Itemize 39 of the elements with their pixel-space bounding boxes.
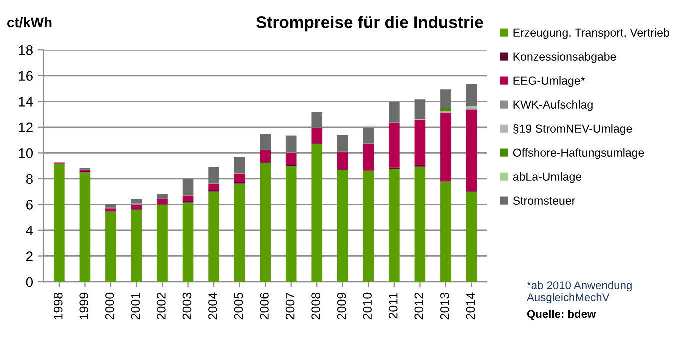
y-tick-label: 6 xyxy=(26,200,33,210)
legend-label: Erzeugung, Transport, Vertrieb xyxy=(514,28,670,40)
x-tick-label: 2001 xyxy=(131,293,140,320)
x-tick-label: 2007 xyxy=(286,293,295,320)
text: *ab 2010 Anwendung AusgleichMechV xyxy=(527,281,632,304)
legend-label: Stromsteuer xyxy=(513,196,576,205)
y-tick-label: 0 xyxy=(26,277,34,288)
x-tick-label: 2011 xyxy=(388,293,398,319)
x-tick-label: 2000 xyxy=(105,292,114,320)
chart-title: Strompreise für die Industrie xyxy=(256,16,484,32)
x-tick-label: 2008 xyxy=(312,292,320,320)
x-tick-label: 2003 xyxy=(182,292,192,320)
x-tick-label: 2004 xyxy=(208,292,218,320)
x-tick-label: 2006 xyxy=(260,292,269,320)
x-tick-label: 2010 xyxy=(363,292,372,320)
legend-label: abLa-Umlage xyxy=(513,172,582,184)
x-tick-label: 2009 xyxy=(337,293,346,320)
y-tick-label: 18 xyxy=(19,45,33,56)
legend-label: KWK-Aufschlag xyxy=(514,100,593,112)
y-tick-label: 14 xyxy=(19,97,34,107)
legend-label: EEG-Umlage* xyxy=(514,76,586,88)
source-note: Quelle: bdew xyxy=(527,310,596,320)
legend-label: Offshore-Haftungsumlage xyxy=(513,148,644,160)
x-tick-label: 1999 xyxy=(80,293,89,320)
legend-label: §19 StromNEV-Umlage xyxy=(514,124,632,136)
y-axis-title: ct/kWh xyxy=(8,17,52,28)
y-tick-label: 4 xyxy=(26,226,34,236)
y-tick-label: 10 xyxy=(19,148,34,158)
y-tick-label: 8 xyxy=(26,174,33,184)
x-tick-label: 2012 xyxy=(414,293,424,320)
legend-label: Konzessionsabgabe xyxy=(514,52,616,64)
x-tick-label: 1998 xyxy=(54,292,63,320)
y-tick-label: 16 xyxy=(19,71,33,82)
y-tick-label: 12 xyxy=(19,122,33,132)
y-tick-label: 2 xyxy=(26,252,33,262)
x-tick-label: 2002 xyxy=(157,293,166,320)
x-tick-label: 2014 xyxy=(466,292,476,320)
x-tick-label: 2013 xyxy=(440,292,450,320)
x-tick-label: 2005 xyxy=(234,292,244,320)
